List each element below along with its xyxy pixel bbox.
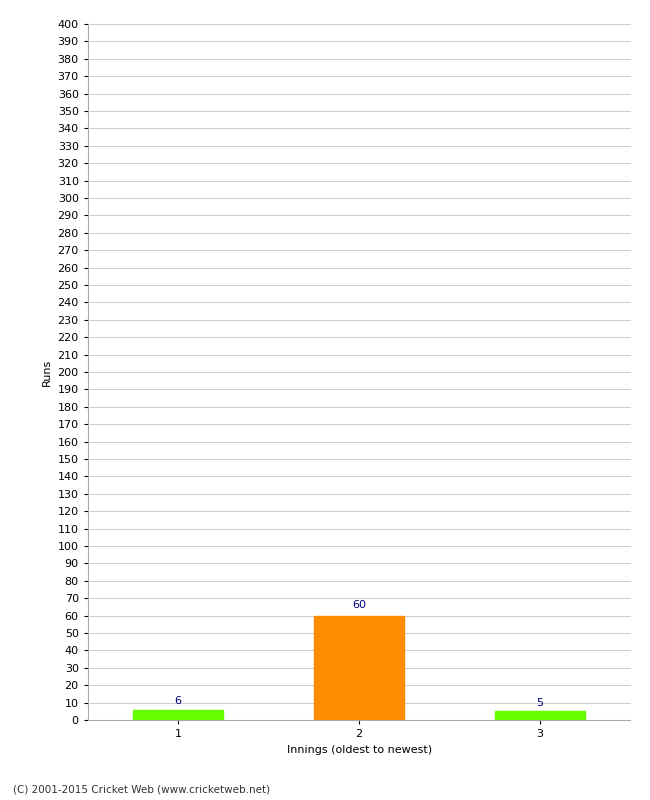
Text: 60: 60: [352, 600, 366, 610]
Bar: [133, 710, 224, 720]
X-axis label: Innings (oldest to newest): Innings (oldest to newest): [287, 745, 432, 754]
Text: 6: 6: [175, 696, 182, 706]
Bar: [314, 616, 404, 720]
Y-axis label: Runs: Runs: [42, 358, 52, 386]
Bar: [495, 711, 585, 720]
Text: (C) 2001-2015 Cricket Web (www.cricketweb.net): (C) 2001-2015 Cricket Web (www.cricketwe…: [13, 784, 270, 794]
Text: 5: 5: [536, 698, 543, 708]
